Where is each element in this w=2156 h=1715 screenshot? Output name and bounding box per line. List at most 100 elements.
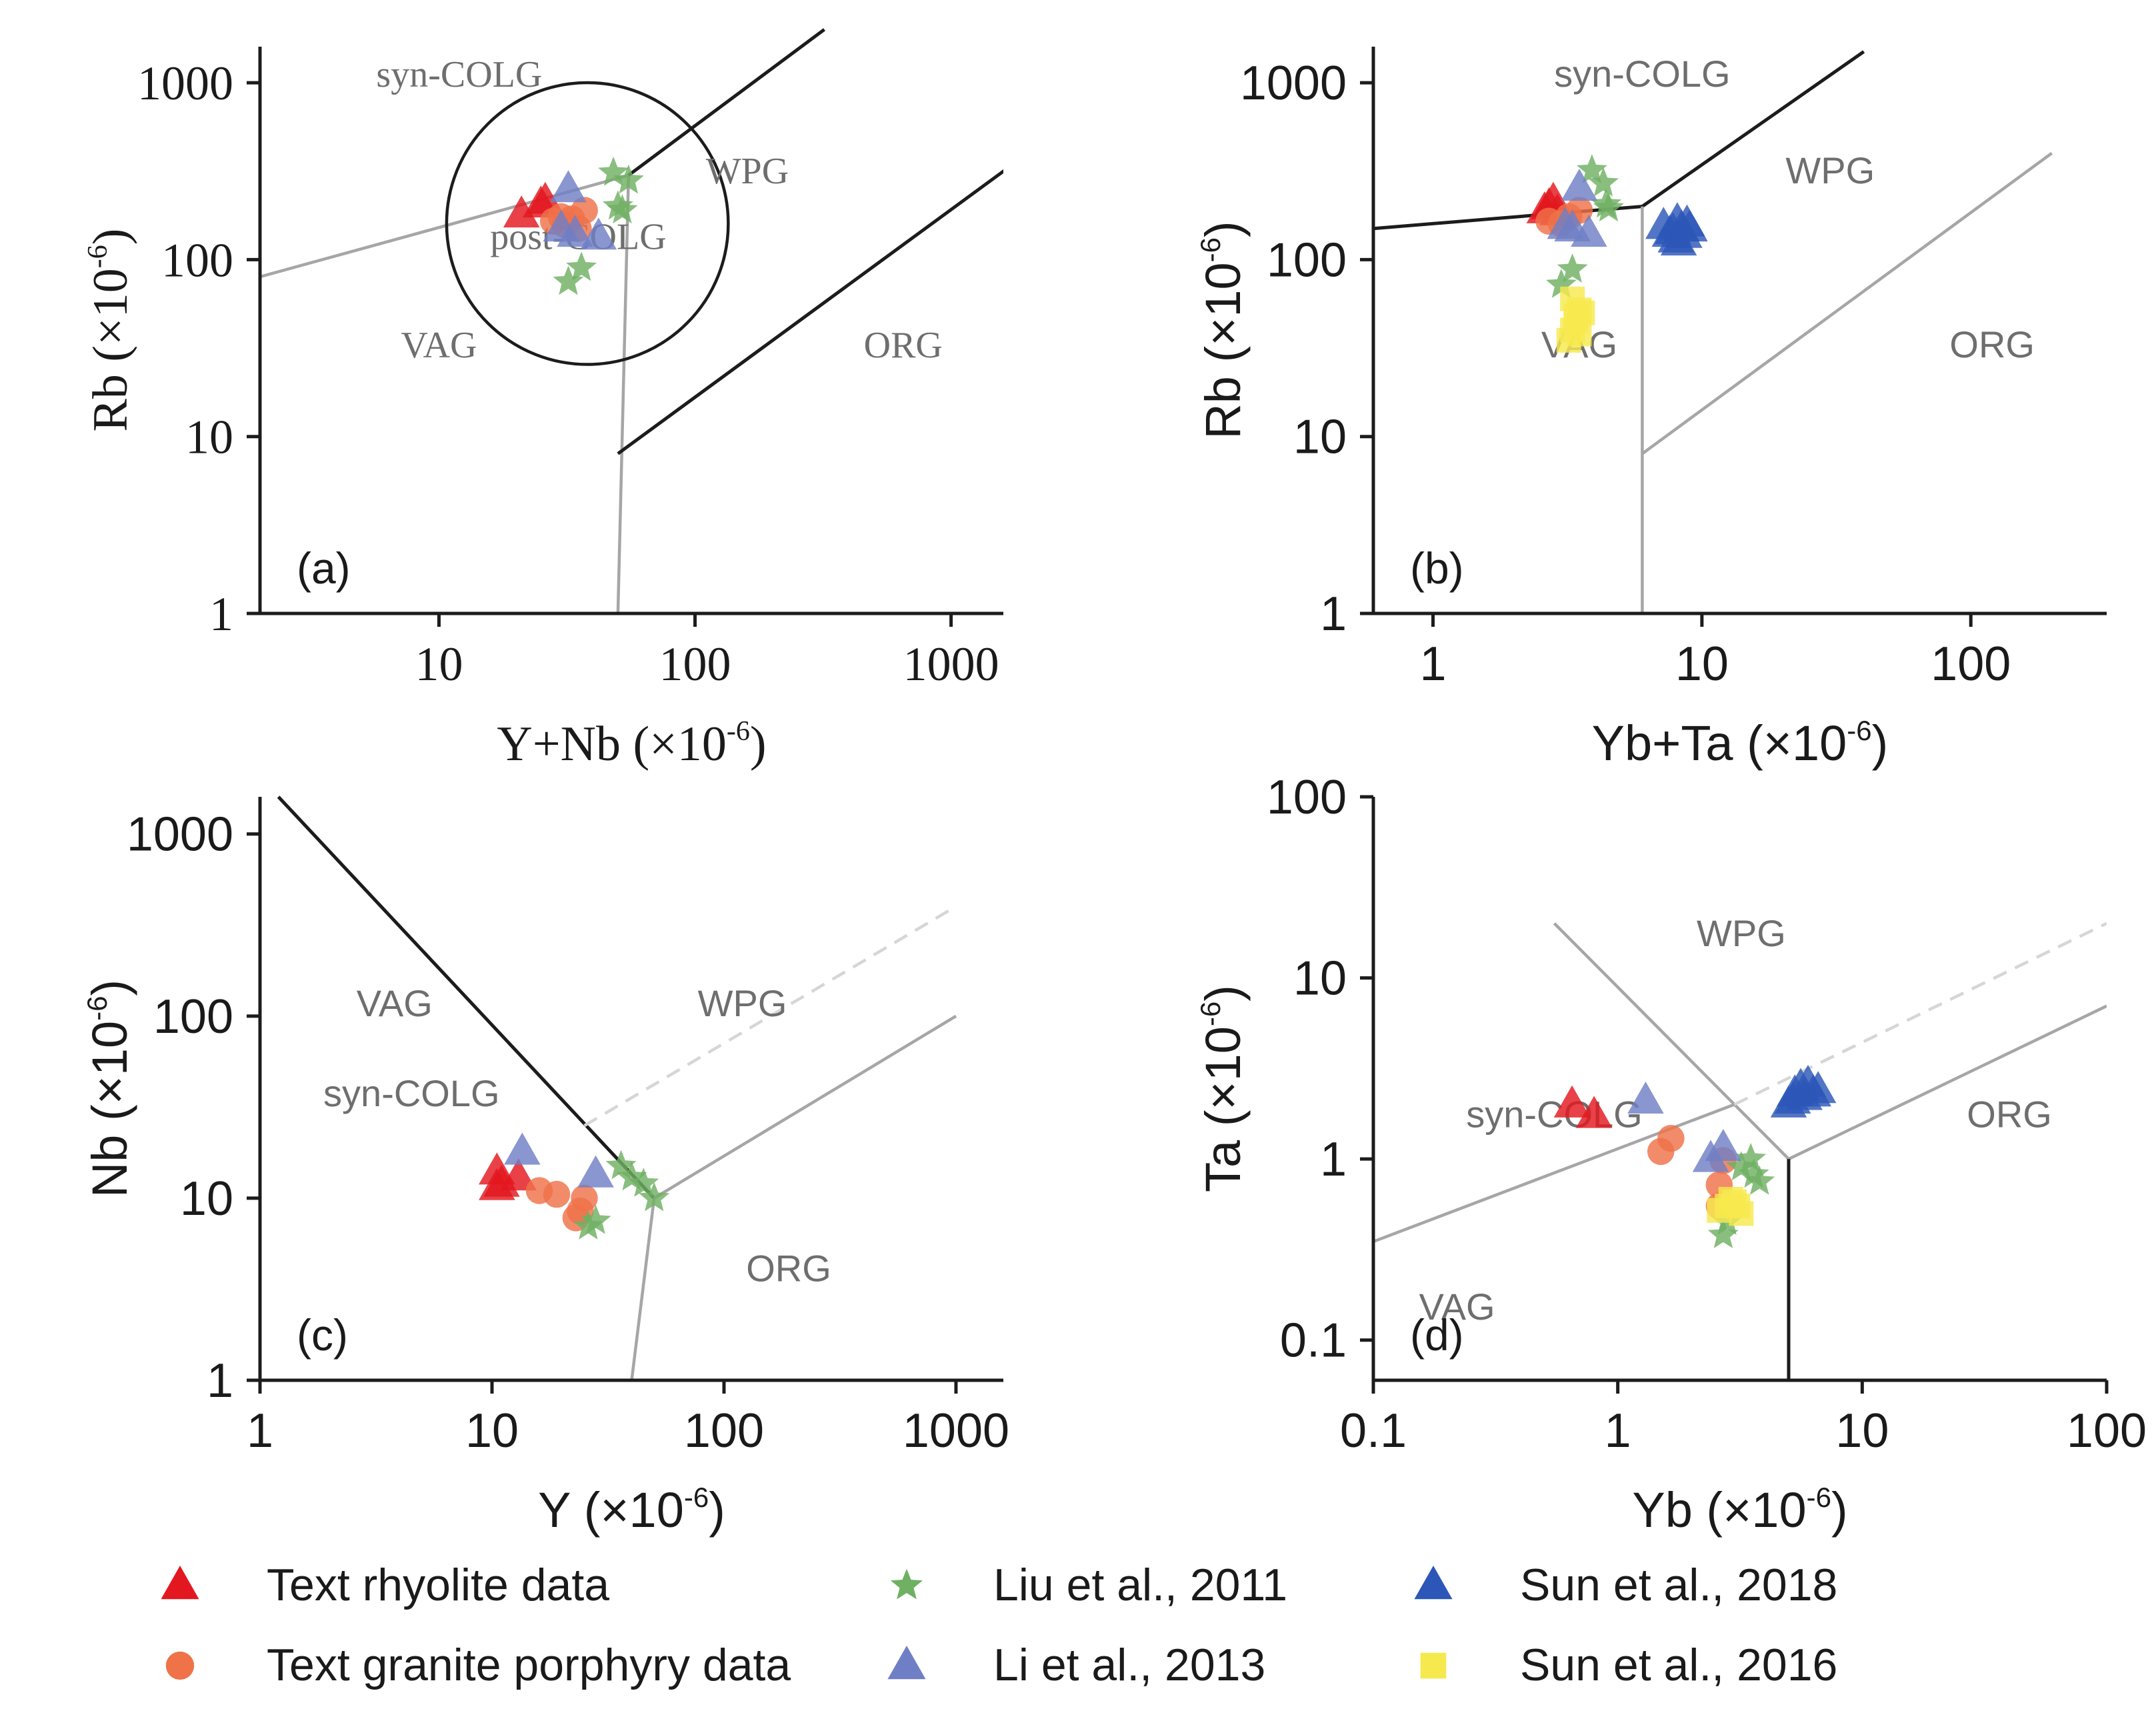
data-point: [500, 1158, 537, 1191]
boundary-line-1: [653, 1014, 957, 1200]
panel-tag: (b): [1410, 543, 1464, 593]
legend-item: Text granite porphyry data: [165, 1640, 791, 1690]
data-point: [1588, 167, 1619, 197]
x-axis-title: Yb+Ta (×10-6): [1592, 715, 1889, 771]
x-axis-title: Y+Nb (×10-6): [497, 716, 766, 771]
legend-item: Sun et al., 2016: [1420, 1640, 1837, 1690]
field-label-wpg: WPG: [1785, 149, 1875, 191]
y-tick-label: 10: [1293, 952, 1347, 1006]
y-tick-label: 10: [180, 1172, 233, 1226]
x-tick-label: 1000: [903, 1404, 1009, 1458]
series-li-et-al-2013: [1547, 168, 1607, 247]
x-tick-label: 10: [1675, 637, 1729, 691]
y-tick-label: 100: [1267, 771, 1347, 824]
data-point: [1657, 1124, 1685, 1152]
data-point: [639, 1182, 670, 1212]
legend-label: Liu et al., 2011: [993, 1560, 1287, 1610]
x-tick-label: 100: [1931, 637, 2011, 691]
post-colg-circle: [445, 81, 730, 366]
x-tick-label: 1000: [903, 637, 999, 691]
field-label-vag: VAG: [357, 982, 433, 1024]
x-tick-label: 100: [684, 1404, 764, 1458]
data-point: [1774, 1082, 1811, 1114]
data-point: [577, 1155, 614, 1188]
y-tick-label: 100: [153, 990, 233, 1044]
data-point: [543, 1180, 571, 1208]
series-sun-et-al-2016: [1707, 1186, 1754, 1226]
data-point: [1725, 1194, 1751, 1219]
y-tick-label: 10: [185, 411, 233, 464]
field-label-syn-colg: syn-COLG: [323, 1072, 500, 1114]
x-axis-title: Y (×10-6): [538, 1482, 725, 1538]
data-point: [1576, 154, 1607, 183]
panel-tag: (a): [297, 543, 351, 593]
legend-item: Li et al., 2013: [887, 1640, 1265, 1690]
x-tick-label: 10: [1835, 1404, 1889, 1458]
y-tick-label: 1000: [1240, 57, 1347, 110]
series-sun-et-al-2018: [1645, 202, 1708, 256]
legend-label: Li et al., 2013: [993, 1640, 1265, 1690]
data-point: [1799, 1071, 1837, 1104]
series-sun-et-al-2016: [1556, 286, 1595, 353]
series-text-rhyolite-data: [479, 1152, 537, 1200]
legend-label: Sun et al., 2016: [1520, 1640, 1837, 1690]
data-point: [566, 251, 597, 281]
legend-item: Liu et al., 2011: [890, 1560, 1287, 1610]
x-tick-label: 1: [1419, 637, 1446, 691]
y-tick-label: 0.1: [1280, 1314, 1347, 1368]
panel-c: 1 10 100 1000 1 10 100 1000 Y (×10-6) Nb (×10-6) V…: [81, 795, 1009, 1538]
data-point: [573, 1210, 604, 1240]
panel-d: 0.1 1 10 100 0.1 1 10 100 Yb (×10-6) Ta (×10-6) WP…: [1195, 771, 2147, 1538]
boundary-line-3: [1641, 151, 2053, 455]
boundary-line-2: [627, 28, 825, 177]
boundary-line-0: [277, 795, 656, 1200]
data-point: [1627, 1082, 1664, 1114]
series-li-et-al-2013: [543, 170, 617, 250]
boundary-line-4: [1733, 922, 2107, 1106]
y-tick-label: 1: [209, 587, 233, 641]
field-label-org: ORG: [864, 325, 943, 366]
data-point: [1659, 202, 1696, 235]
y-tick-label: 1: [1320, 1133, 1347, 1186]
field-label-syn-colg: syn-COLG: [1466, 1093, 1643, 1135]
field-label-syn-colg: syn-COLG: [376, 54, 542, 95]
data-point: [571, 197, 598, 224]
series-sun-et-al-2018: [1770, 1064, 1837, 1118]
legend-marker: [161, 1566, 199, 1600]
boundary-line-1: [1641, 50, 1865, 208]
data-point: [1705, 1129, 1742, 1162]
x-tick-label: 100: [2067, 1404, 2147, 1458]
data-point: [613, 164, 644, 194]
legend-marker: [890, 1568, 923, 1600]
data-point: [580, 1204, 611, 1234]
x-tick-label: 100: [659, 637, 731, 691]
data-point: [1545, 269, 1577, 298]
legend-item: Sun et al., 2018: [1414, 1560, 1837, 1610]
data-point: [1725, 1151, 1757, 1181]
field-boundaries: [277, 795, 957, 1380]
data-point: [616, 1161, 647, 1191]
data-point: [1735, 1143, 1767, 1172]
data-point: [1553, 1085, 1591, 1118]
series-liu-et-al-2011: [553, 156, 644, 295]
y-axis-title: Rb (×10-6): [1195, 221, 1251, 439]
y-tick-label: 100: [1267, 233, 1347, 287]
y-axis-title: Rb (×10-6): [83, 229, 138, 432]
data-point: [553, 265, 584, 295]
panel-tag: (d): [1410, 1310, 1464, 1360]
legend-label: Sun et al., 2018: [1520, 1560, 1837, 1610]
data-point: [598, 156, 629, 186]
legend-marker: [165, 1651, 195, 1680]
legend: Text rhyolite data Liu et al., 2011 Sun et…: [161, 1560, 1837, 1690]
y-tick-label: 1000: [127, 808, 233, 862]
series-text-rhyolite-data: [1553, 1085, 1613, 1128]
data-point: [557, 215, 593, 247]
y-tick-label: 100: [161, 233, 233, 287]
data-point: [607, 194, 638, 224]
field-label-wpg: WPG: [706, 151, 789, 192]
boundary-line-1: [1553, 922, 1790, 1160]
y-tick-label: 1: [1320, 587, 1347, 641]
data-point: [1575, 1096, 1613, 1128]
y-axis-title: Ta (×10-6): [1195, 985, 1251, 1192]
x-tick-label: 0.1: [1340, 1404, 1407, 1458]
